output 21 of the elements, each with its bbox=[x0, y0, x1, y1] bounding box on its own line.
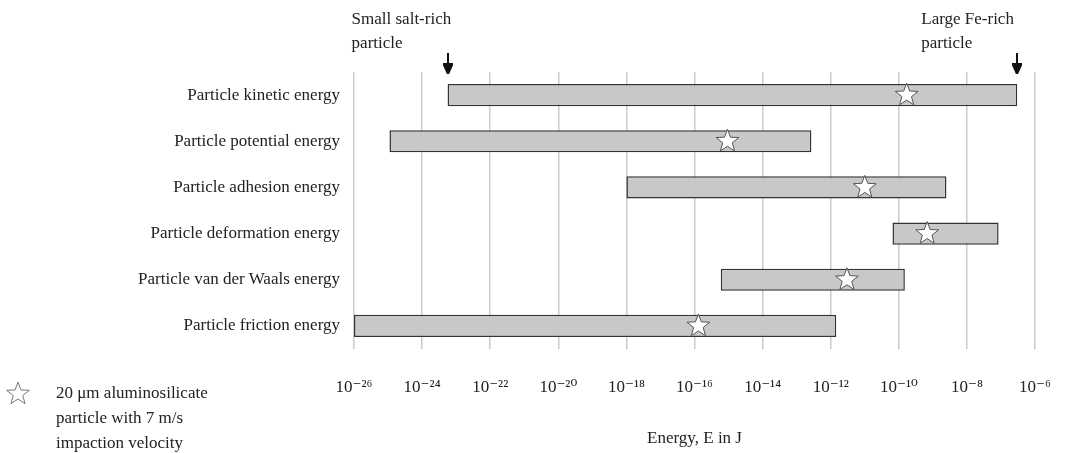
text: Small salt-rich particle bbox=[351, 9, 452, 52]
x-tick-label: 10⁻²⁶ bbox=[335, 376, 373, 396]
x-tick-label: 10⁻¹⁶ bbox=[676, 376, 714, 396]
y-tick-label: Particle van der Waals energy bbox=[138, 269, 341, 289]
text: Large Fe-rich particle bbox=[921, 9, 1015, 52]
y-tick-label: Particle kinetic energy bbox=[187, 84, 341, 104]
x-tick-label: 10⁻⁸ bbox=[950, 376, 983, 396]
y-tick-label: Particle potential energy bbox=[174, 130, 341, 150]
x-tick-label: 10⁻²² bbox=[472, 376, 509, 396]
x-tick-label: 10⁻²⁰ bbox=[539, 376, 578, 396]
x-tick-label: 10⁻¹⁸ bbox=[607, 376, 645, 396]
x-tick-label: 10⁻¹² bbox=[812, 376, 849, 396]
y-tick-label: Particle friction energy bbox=[183, 315, 341, 335]
x-tick-label: 10⁻²⁴ bbox=[403, 376, 441, 396]
x-axis-title: Energy, E in J bbox=[647, 428, 743, 448]
x-tick-label: 10⁻¹⁰ bbox=[879, 376, 918, 396]
text: 20 μm aluminosilicate particle with 7 m/s impaction velocity bbox=[56, 382, 209, 453]
y-tick-label: Particle adhesion energy bbox=[173, 176, 341, 196]
y-tick-label: Particle deformation energy bbox=[150, 223, 341, 243]
x-tick-label: 10⁻⁶ bbox=[1019, 376, 1052, 396]
x-tick-label: 10⁻¹⁴ bbox=[744, 376, 782, 396]
